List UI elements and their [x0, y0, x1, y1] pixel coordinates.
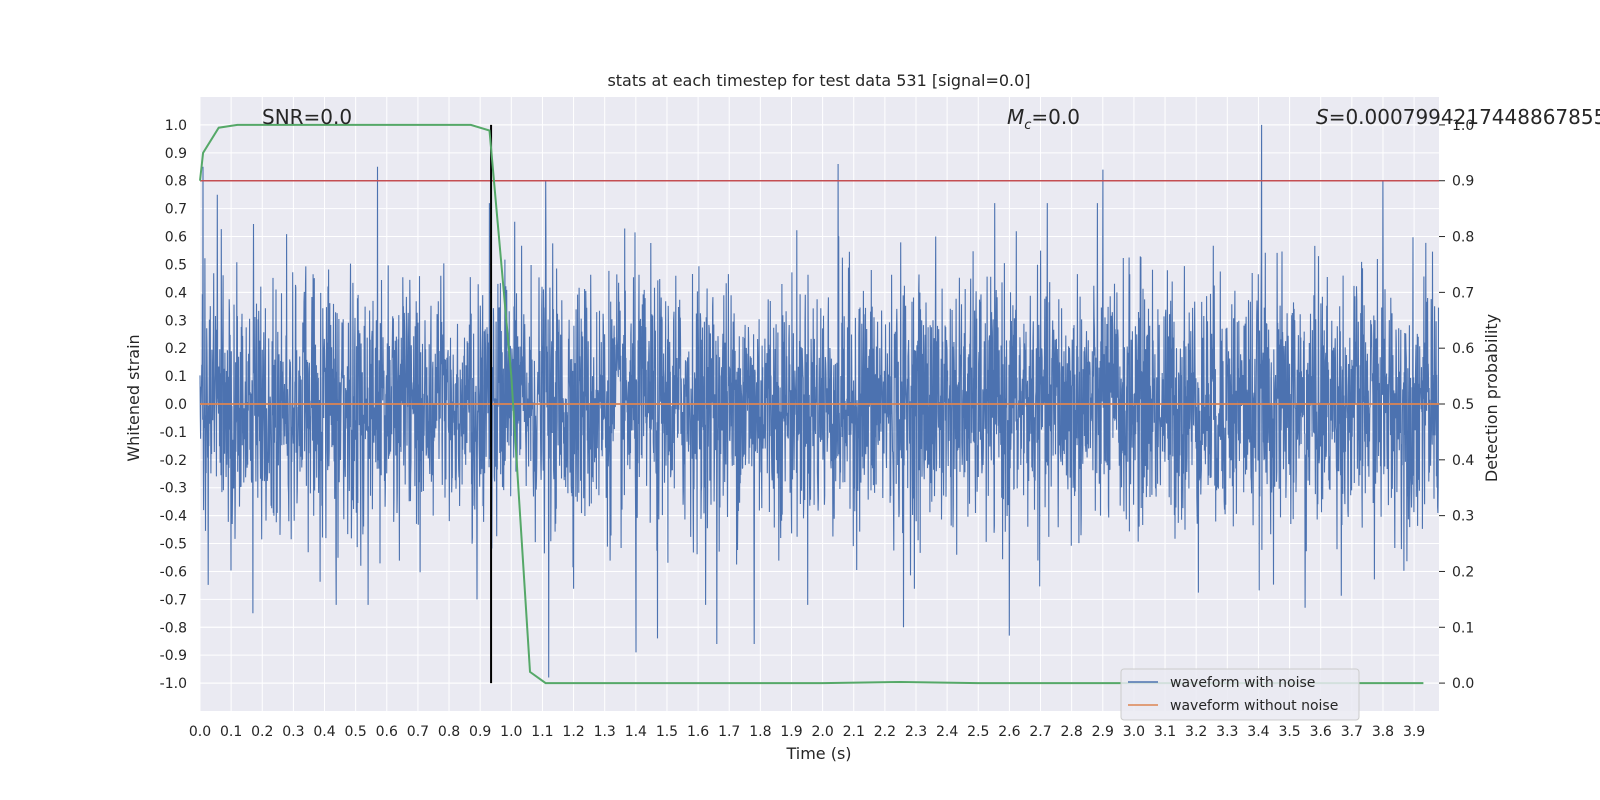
- x-tick-label: 0.4: [313, 724, 335, 740]
- y-right-tick-label: 0.7: [1452, 285, 1474, 301]
- x-tick-label: 2.8: [1061, 724, 1083, 740]
- x-tick-label: 0.8: [438, 724, 460, 740]
- y-left-tick-label: -0.4: [160, 509, 187, 525]
- y-right-tick-label: 0.0: [1452, 676, 1474, 692]
- s-symbol: S: [1316, 105, 1329, 129]
- s-value: =0.0007994217448867855: [1329, 105, 1600, 129]
- x-tick-label: 0.1: [220, 724, 242, 740]
- x-tick-label: 2.2: [874, 724, 896, 740]
- x-tick-label: 1.7: [718, 724, 740, 740]
- x-axis-label: Time (s): [785, 744, 851, 763]
- y-left-tick-label: -0.9: [160, 648, 187, 664]
- y-left-tick-label: 0.5: [165, 257, 187, 273]
- y-right-tick-label: 0.9: [1452, 174, 1474, 190]
- s-annotation: S=0.0007994217448867855: [1316, 105, 1600, 129]
- y-right-tick-label: 0.4: [1452, 453, 1474, 469]
- y-left-tick-labels: 1.0 0.9 0.8 0.7 0.6 0.5 0.4 0.3 0.2 0.1 0.0 -0.1 -0.…: [160, 118, 187, 692]
- y-left-tick-label: 0.0: [165, 397, 187, 413]
- mc-annotation: Mc=0.0: [1007, 105, 1080, 133]
- x-tick-label: 0.2: [251, 724, 273, 740]
- x-tick-label: 0.3: [282, 724, 304, 740]
- x-tick-label: 2.7: [1029, 724, 1051, 740]
- y-left-tick-label: 0.9: [165, 146, 187, 162]
- y-left-tick-label: -0.7: [160, 592, 187, 608]
- y-right-tick-label: 0.2: [1452, 564, 1474, 580]
- y-right-tick-label: 0.8: [1452, 230, 1474, 246]
- y-left-tick-label: 0.7: [165, 202, 187, 218]
- x-tick-label: 0.5: [345, 724, 367, 740]
- y-right-tick-label: 0.5: [1452, 397, 1474, 413]
- mc-subscript: c: [1024, 118, 1031, 133]
- snr-annotation: SNR=0.0: [262, 105, 352, 129]
- x-tick-label: 1.3: [594, 724, 616, 740]
- legend-label-clean: waveform without noise: [1170, 698, 1338, 714]
- y-left-tick-label: -0.3: [160, 481, 187, 497]
- x-tick-label: 3.5: [1278, 724, 1300, 740]
- x-tick-label: 1.6: [687, 724, 709, 740]
- series-layer: [199, 123, 1440, 685]
- x-tick-label: 2.5: [967, 724, 989, 740]
- legend: waveform with noise waveform without noi…: [1120, 668, 1360, 721]
- y-left-tick-label: -0.8: [160, 620, 187, 636]
- series-waveform-with-noise: [199, 124, 1440, 678]
- y-left-tick-label: 1.0: [165, 118, 187, 134]
- x-tick-label: 2.1: [843, 724, 865, 740]
- y-left-tick-label: -0.1: [160, 425, 187, 441]
- y-left-tick-label: 0.4: [165, 285, 187, 301]
- y-right-tick-label: 0.6: [1452, 341, 1474, 357]
- legend-box: [1120, 668, 1360, 721]
- y-right-tick-label: 0.3: [1452, 509, 1474, 525]
- x-tick-label: 0.0: [189, 724, 211, 740]
- x-tick-label: 3.0: [1123, 724, 1145, 740]
- y-left-tick-label: -0.5: [160, 537, 187, 553]
- x-tick-label: 1.5: [656, 724, 678, 740]
- x-tick-label: 1.8: [749, 724, 771, 740]
- x-tick-label: 1.9: [780, 724, 802, 740]
- x-tick-label: 1.2: [562, 724, 584, 740]
- y-left-tick-label: 0.3: [165, 313, 187, 329]
- y-left-tick-label: -0.6: [160, 564, 187, 580]
- x-tick-label: 3.2: [1185, 724, 1207, 740]
- mc-symbol: M: [1007, 105, 1024, 129]
- x-tick-label: 1.4: [625, 724, 647, 740]
- x-tick-labels: 0.0 0.1 0.2 0.3 0.4 0.5 0.6 0.7 0.8 0.9 1.0 1.1 1.2 1…: [189, 724, 1425, 740]
- y-axis-label-right: Detection probability: [1482, 314, 1501, 482]
- series-detection-probability: [199, 123, 1424, 685]
- x-tick-label: 3.7: [1341, 724, 1363, 740]
- x-tick-label: 3.9: [1403, 724, 1425, 740]
- x-tick-label: 3.3: [1216, 724, 1238, 740]
- x-tick-label: 1.0: [500, 724, 522, 740]
- x-tick-label: 3.4: [1247, 724, 1269, 740]
- y-left-tick-label: 0.1: [165, 369, 187, 385]
- x-tick-label: 2.0: [811, 724, 833, 740]
- x-tick-label: 3.6: [1310, 724, 1332, 740]
- x-tick-label: 0.9: [469, 724, 491, 740]
- y-left-tick-label: 0.8: [165, 174, 187, 190]
- y-left-tick-label: -0.2: [160, 453, 187, 469]
- y-right-tick-label: 1.0: [1452, 118, 1474, 134]
- x-tick-label: 0.6: [376, 724, 398, 740]
- mc-value: =0.0: [1031, 105, 1080, 129]
- x-tick-label: 2.4: [936, 724, 958, 740]
- y-right-tick-labels: 1.0 0.9 0.8 0.7 0.6 0.5 0.4 0.3 0.2 0.1 0.0: [1439, 118, 1474, 692]
- y-axis-label-left: Whitened strain: [124, 334, 143, 461]
- x-tick-label: 0.7: [407, 724, 429, 740]
- y-left-tick-label: 0.2: [165, 341, 187, 357]
- y-left-tick-label: 0.6: [165, 230, 187, 246]
- x-tick-label: 2.6: [998, 724, 1020, 740]
- x-tick-label: 3.8: [1372, 724, 1394, 740]
- x-tick-label: 1.1: [531, 724, 553, 740]
- x-tick-label: 2.3: [905, 724, 927, 740]
- y-right-tick-label: 0.1: [1452, 620, 1474, 636]
- y-left-tick-label: -1.0: [160, 676, 187, 692]
- x-tick-label: 2.9: [1092, 724, 1114, 740]
- chart-title: stats at each timestep for test data 531…: [607, 71, 1030, 90]
- legend-label-noise: waveform with noise: [1170, 675, 1315, 691]
- x-tick-label: 3.1: [1154, 724, 1176, 740]
